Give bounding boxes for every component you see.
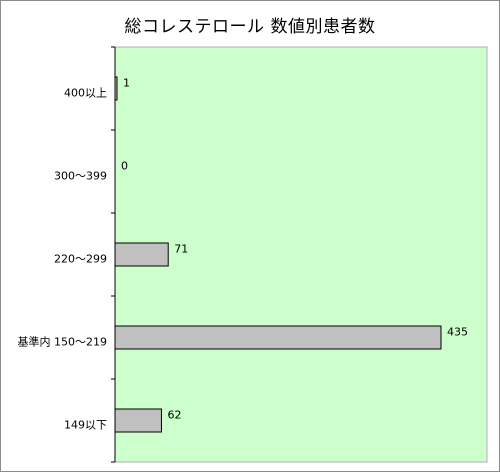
category-labels-group: 400以上 300～399 220～299 基準内 150～219 149以下 — [18, 87, 108, 432]
chart-title: 総コレステロール 数値別患者数 — [124, 17, 376, 37]
y-axis-ticks — [111, 46, 115, 463]
value-label: 1 — [123, 77, 130, 90]
bar — [114, 408, 162, 433]
bar — [114, 242, 169, 267]
bar — [114, 76, 118, 101]
value-label: 0 — [121, 160, 128, 173]
category-label: 基準内 150～219 — [18, 335, 108, 349]
value-label: 62 — [167, 409, 181, 422]
bars-group — [114, 76, 442, 433]
category-label: 149以下 — [64, 419, 107, 432]
category-label: 300～399 — [54, 170, 107, 183]
value-labels-group: 1 0 71 435 62 — [121, 77, 468, 422]
category-label: 400以上 — [64, 87, 107, 100]
category-label: 220～299 — [54, 253, 107, 266]
bar — [114, 325, 442, 350]
value-label: 71 — [174, 243, 188, 256]
value-label: 435 — [447, 326, 468, 339]
plot-area — [114, 46, 488, 463]
